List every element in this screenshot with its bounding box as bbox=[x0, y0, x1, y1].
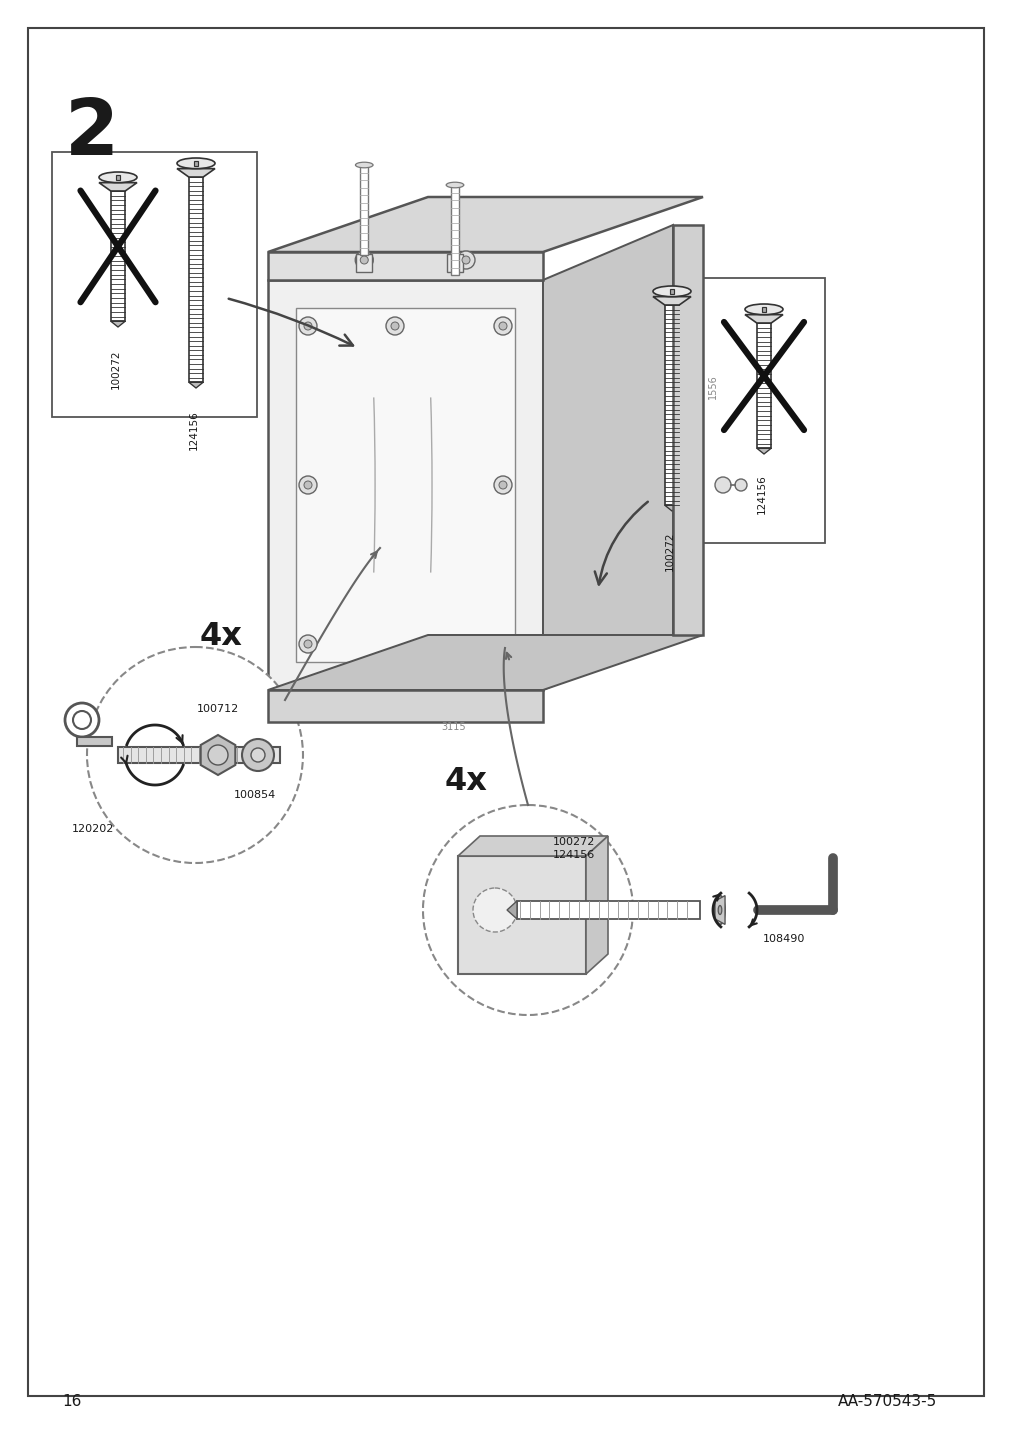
Circle shape bbox=[242, 739, 274, 770]
Polygon shape bbox=[295, 308, 515, 662]
Text: 2: 2 bbox=[65, 95, 119, 170]
Circle shape bbox=[360, 256, 368, 263]
Circle shape bbox=[298, 475, 316, 494]
Text: 4x: 4x bbox=[200, 621, 243, 652]
Text: 100272: 100272 bbox=[664, 531, 674, 570]
Ellipse shape bbox=[355, 162, 373, 168]
Bar bbox=[451, 185, 459, 275]
Polygon shape bbox=[268, 252, 543, 281]
Bar bbox=[115, 175, 120, 180]
Circle shape bbox=[298, 634, 316, 653]
Text: 100712: 100712 bbox=[197, 705, 239, 715]
Bar bbox=[360, 165, 368, 255]
Text: 108490: 108490 bbox=[762, 934, 805, 944]
Polygon shape bbox=[543, 225, 672, 690]
Circle shape bbox=[715, 477, 730, 493]
Bar bbox=[77, 737, 112, 746]
Circle shape bbox=[73, 712, 91, 729]
Circle shape bbox=[498, 481, 507, 488]
Polygon shape bbox=[458, 836, 608, 856]
Ellipse shape bbox=[446, 182, 463, 188]
Circle shape bbox=[462, 256, 469, 263]
Polygon shape bbox=[756, 448, 770, 454]
Bar bbox=[664, 305, 678, 505]
Text: 4x: 4x bbox=[445, 766, 487, 798]
Polygon shape bbox=[99, 183, 136, 190]
Bar bbox=[517, 901, 700, 919]
Circle shape bbox=[303, 481, 311, 488]
Polygon shape bbox=[110, 321, 125, 326]
Circle shape bbox=[65, 703, 99, 737]
Circle shape bbox=[493, 316, 512, 335]
Bar bbox=[356, 253, 372, 272]
Circle shape bbox=[208, 745, 227, 765]
Bar bbox=[458, 856, 585, 974]
Circle shape bbox=[423, 805, 632, 1015]
Circle shape bbox=[734, 478, 746, 491]
Circle shape bbox=[472, 888, 517, 932]
Text: 100272: 100272 bbox=[111, 349, 121, 388]
Text: 1556: 1556 bbox=[708, 374, 717, 400]
Circle shape bbox=[298, 316, 316, 335]
Polygon shape bbox=[714, 895, 724, 925]
Circle shape bbox=[87, 647, 302, 863]
Text: 16: 16 bbox=[62, 1393, 81, 1409]
Bar bbox=[189, 178, 203, 382]
Polygon shape bbox=[744, 315, 783, 324]
Bar bbox=[193, 160, 198, 166]
Polygon shape bbox=[268, 690, 543, 722]
Polygon shape bbox=[268, 281, 543, 690]
Ellipse shape bbox=[177, 158, 214, 169]
Polygon shape bbox=[652, 296, 691, 305]
Bar bbox=[447, 253, 463, 272]
Text: 124156: 124156 bbox=[552, 851, 594, 861]
Polygon shape bbox=[200, 735, 236, 775]
Text: 124156: 124156 bbox=[189, 410, 199, 450]
Polygon shape bbox=[189, 382, 203, 388]
Bar bbox=[52, 152, 257, 417]
Bar bbox=[615, 278, 824, 543]
Polygon shape bbox=[664, 505, 678, 511]
Polygon shape bbox=[268, 634, 703, 690]
Text: 100854: 100854 bbox=[234, 790, 276, 800]
Text: 100272: 100272 bbox=[552, 836, 594, 846]
Polygon shape bbox=[672, 225, 703, 634]
Polygon shape bbox=[177, 169, 214, 178]
Text: 124156: 124156 bbox=[756, 474, 766, 514]
Text: 120202: 120202 bbox=[72, 823, 114, 833]
Circle shape bbox=[498, 322, 507, 329]
Bar bbox=[110, 190, 125, 321]
Bar bbox=[760, 306, 765, 312]
Ellipse shape bbox=[744, 304, 783, 315]
Bar bbox=[756, 324, 770, 448]
Circle shape bbox=[303, 640, 311, 649]
Circle shape bbox=[355, 251, 373, 269]
Ellipse shape bbox=[718, 905, 721, 915]
Polygon shape bbox=[507, 901, 517, 919]
Ellipse shape bbox=[652, 286, 691, 296]
Polygon shape bbox=[268, 198, 703, 252]
Ellipse shape bbox=[715, 895, 724, 925]
Bar bbox=[669, 289, 673, 294]
Circle shape bbox=[457, 251, 474, 269]
Bar bbox=[118, 748, 280, 763]
Circle shape bbox=[303, 322, 311, 329]
Polygon shape bbox=[585, 836, 608, 974]
Circle shape bbox=[385, 316, 403, 335]
Text: AA-570543-5: AA-570543-5 bbox=[837, 1393, 936, 1409]
Text: 3115: 3115 bbox=[441, 722, 465, 732]
Circle shape bbox=[390, 322, 398, 329]
Ellipse shape bbox=[99, 172, 136, 183]
Circle shape bbox=[493, 475, 512, 494]
Circle shape bbox=[251, 748, 265, 762]
